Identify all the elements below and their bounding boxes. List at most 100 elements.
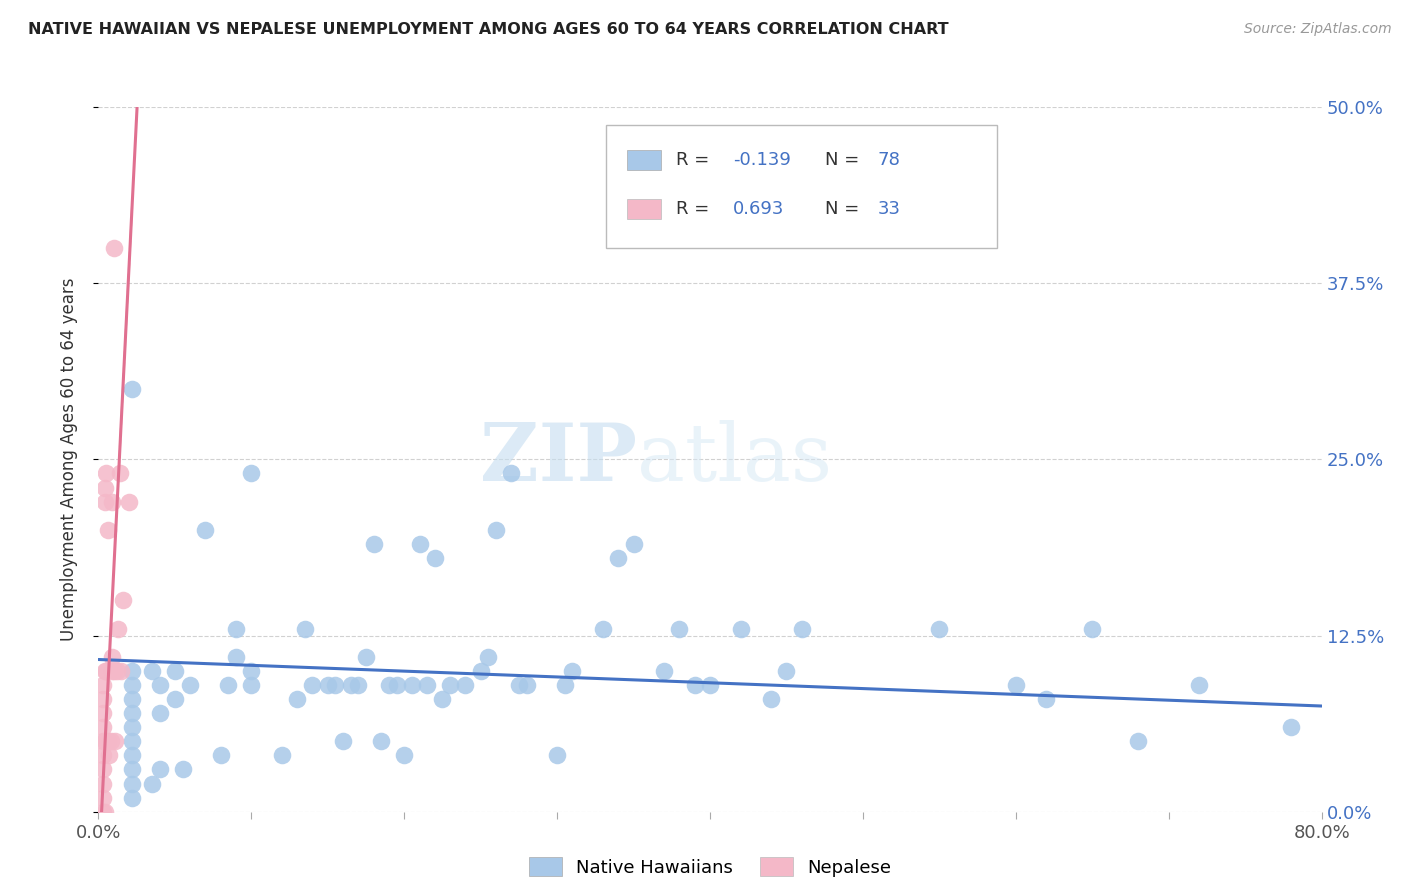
Point [623, 537, 645, 551]
Point [121, 678, 143, 692]
Point [225, 622, 247, 636]
Point [217, 678, 239, 692]
Point [928, 622, 950, 636]
Text: 33: 33 [877, 200, 901, 219]
Point [91, 720, 114, 734]
Point [501, 467, 523, 481]
Legend: Native Hawaiians, Nepalese: Native Hawaiians, Nepalese [522, 850, 898, 884]
Point [93, 664, 115, 678]
Point [179, 678, 201, 692]
Point [111, 593, 134, 607]
Point [516, 678, 538, 692]
Point [416, 678, 439, 692]
Point [775, 664, 797, 678]
Point [561, 664, 583, 678]
Point [470, 664, 492, 678]
Point [759, 692, 782, 706]
Point [149, 706, 172, 720]
Point [301, 678, 323, 692]
Point [668, 622, 690, 636]
Point [103, 664, 125, 678]
Text: ZIP: ZIP [479, 420, 637, 499]
Point [103, 241, 125, 255]
Point [163, 692, 186, 706]
Point [225, 649, 247, 664]
Y-axis label: Unemployment Among Ages 60 to 64 years: Unemployment Among Ages 60 to 64 years [59, 277, 77, 641]
Point [93, 481, 115, 495]
Point [1004, 678, 1026, 692]
Point [91, 790, 114, 805]
Point [97, 734, 120, 748]
Text: 78: 78 [877, 151, 900, 169]
FancyBboxPatch shape [627, 150, 661, 169]
Point [93, 494, 115, 508]
Point [363, 537, 385, 551]
Point [121, 790, 143, 805]
Point [94, 664, 117, 678]
Point [554, 678, 576, 692]
Point [93, 805, 115, 819]
Point [592, 622, 614, 636]
Point [1035, 692, 1057, 706]
Point [163, 664, 186, 678]
Point [121, 748, 143, 763]
Point [439, 678, 461, 692]
Text: -0.139: -0.139 [734, 151, 792, 169]
Point [607, 551, 630, 566]
Point [105, 664, 128, 678]
Point [118, 494, 141, 508]
Point [149, 763, 172, 777]
Point [91, 805, 114, 819]
Point [485, 523, 508, 537]
Point [1279, 720, 1302, 734]
Point [101, 494, 124, 508]
Point [454, 678, 477, 692]
Point [730, 622, 752, 636]
Point [240, 664, 263, 678]
Point [93, 734, 115, 748]
Text: N =: N = [825, 151, 865, 169]
Point [107, 622, 129, 636]
Point [97, 523, 120, 537]
Point [209, 748, 232, 763]
Point [100, 734, 122, 748]
Text: N =: N = [825, 200, 865, 219]
Point [121, 720, 143, 734]
FancyBboxPatch shape [606, 125, 997, 248]
Point [683, 678, 706, 692]
Point [104, 734, 127, 748]
Point [408, 537, 430, 551]
Text: R =: R = [676, 151, 714, 169]
FancyBboxPatch shape [627, 199, 661, 219]
Point [91, 678, 114, 692]
Point [121, 763, 143, 777]
Point [652, 664, 675, 678]
Point [546, 748, 568, 763]
Text: Source: ZipAtlas.com: Source: ZipAtlas.com [1244, 22, 1392, 37]
Point [94, 467, 117, 481]
Text: R =: R = [676, 200, 714, 219]
Point [294, 622, 316, 636]
Point [354, 649, 377, 664]
Point [332, 734, 354, 748]
Point [240, 678, 263, 692]
Point [110, 664, 132, 678]
Point [339, 678, 361, 692]
Point [121, 734, 143, 748]
Point [477, 649, 499, 664]
Text: 0.693: 0.693 [734, 200, 785, 219]
Point [101, 649, 124, 664]
Point [270, 748, 292, 763]
Point [821, 128, 844, 143]
Point [392, 748, 416, 763]
Point [121, 382, 143, 396]
Point [121, 706, 143, 720]
Point [1081, 622, 1104, 636]
Point [370, 734, 392, 748]
Point [378, 678, 401, 692]
Text: NATIVE HAWAIIAN VS NEPALESE UNEMPLOYMENT AMONG AGES 60 TO 64 YEARS CORRELATION C: NATIVE HAWAIIAN VS NEPALESE UNEMPLOYMENT… [28, 22, 949, 37]
Point [98, 748, 121, 763]
Point [432, 692, 454, 706]
Point [108, 467, 131, 481]
Point [121, 776, 143, 790]
